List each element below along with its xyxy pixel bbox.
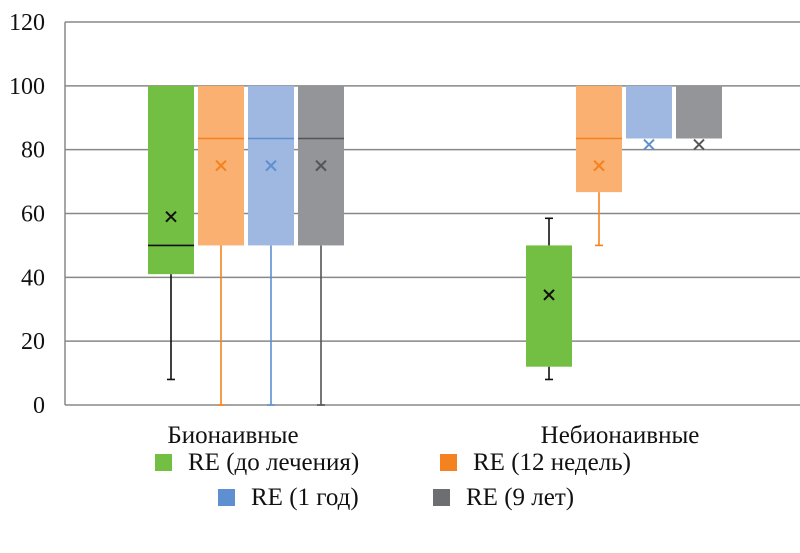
y-tick-label: 40 xyxy=(21,265,45,291)
y-tick-label: 0 xyxy=(33,393,45,419)
mean-marker xyxy=(265,159,277,172)
box-1-0 xyxy=(198,85,244,406)
mean-marker xyxy=(543,289,555,301)
legend-swatch xyxy=(433,489,450,506)
legend-swatch xyxy=(218,489,235,506)
category-label: Бионаивные xyxy=(167,422,298,449)
legend-label: RE (12 недель) xyxy=(473,449,631,476)
mean-marker xyxy=(693,138,705,151)
mean-marker xyxy=(643,138,655,151)
mean-marker xyxy=(315,159,327,172)
x-axis-labels: Бионаивные Небионаивные xyxy=(167,422,699,449)
mean-marker xyxy=(593,159,605,172)
y-tick-label: 60 xyxy=(21,202,45,228)
box-rect xyxy=(626,85,672,139)
box-rect xyxy=(148,85,194,275)
y-tick-label: 20 xyxy=(21,329,45,355)
box-2-1 xyxy=(626,85,672,151)
legend-swatch xyxy=(440,454,457,471)
box-0-0 xyxy=(148,85,194,381)
y-tick-label: 100 xyxy=(9,74,45,100)
mean-marker xyxy=(165,210,177,223)
box-2-0 xyxy=(248,85,294,406)
y-tick-label: 80 xyxy=(21,138,45,164)
category-label: Небионаивные xyxy=(541,422,700,449)
box-1-1 xyxy=(576,85,622,247)
box-3-0 xyxy=(298,85,344,406)
boxes xyxy=(148,85,722,406)
mean-marker xyxy=(215,159,227,172)
legend-swatch xyxy=(155,454,172,471)
legend-label: RE (9 лет) xyxy=(466,484,574,511)
y-tick-label: 120 xyxy=(9,10,45,36)
box-0-1 xyxy=(526,217,572,381)
legend-label: RE (до лечения) xyxy=(188,449,359,476)
box-rect xyxy=(676,85,722,139)
box-3-1 xyxy=(676,85,722,151)
legend-label: RE (1 год) xyxy=(251,484,359,511)
y-axis-ticks: 0 20 40 60 80 100 120 xyxy=(9,10,45,419)
legend: RE (до лечения) RE (12 недель) RE (1 год) R… xyxy=(155,449,631,511)
box-rect xyxy=(526,245,572,367)
